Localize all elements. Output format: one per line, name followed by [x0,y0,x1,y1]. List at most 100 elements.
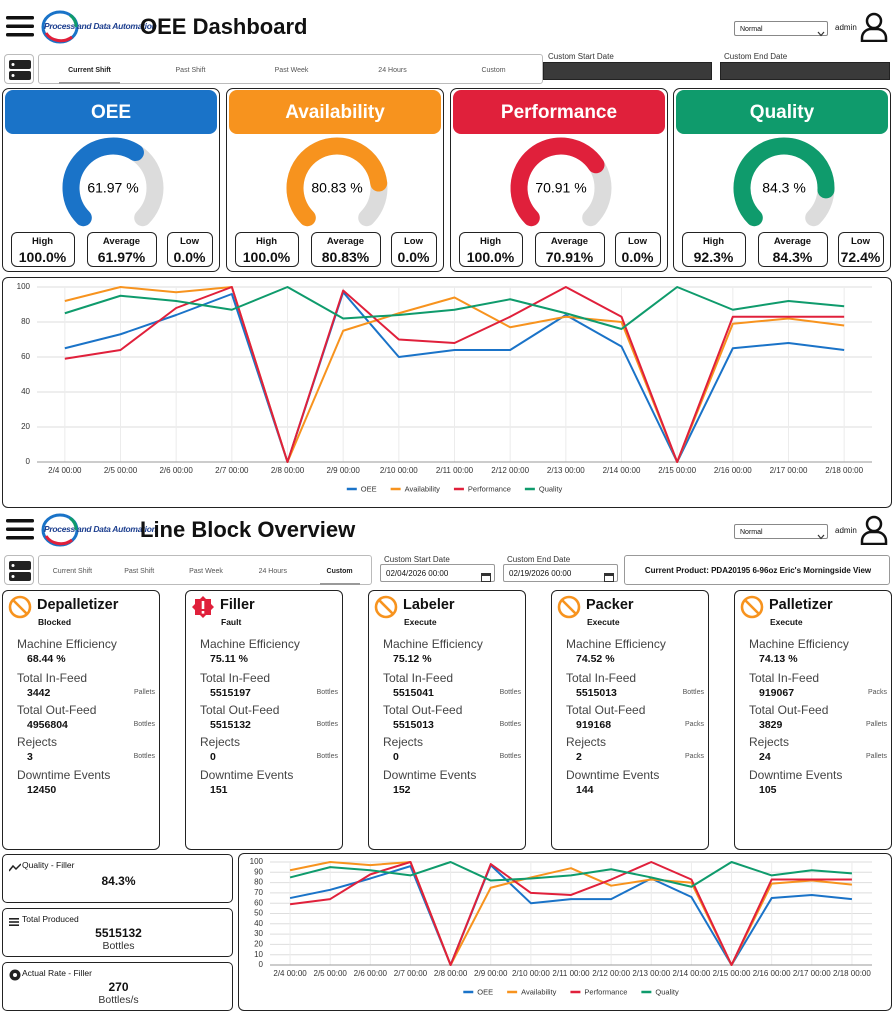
status-icon [557,595,581,619]
tab[interactable]: Custom [481,67,506,74]
field-unit: Bottles [316,689,338,696]
kpi-header: Availability [229,90,441,134]
machine-status: Blocked [38,617,72,627]
tab[interactable]: 24 Hours [378,67,407,74]
summary-label: Quality - Filler [22,860,75,870]
stat-value: 84.3% [772,249,813,265]
tab[interactable]: Current Shift [52,568,93,575]
icon-svg [192,596,214,618]
icon-circle [11,63,15,66]
stat-value: 100.0% [242,249,291,265]
start-date-value: 02/04/2026 00:00 [386,569,449,578]
logo-text: Process and Data Automation [44,524,157,534]
end-date-input[interactable] [720,62,890,80]
icon-path [69,13,78,28]
menu-button[interactable] [6,14,34,38]
mode-select-value: Normal [740,528,763,536]
icon-path [860,530,888,546]
mode-select[interactable]: Normal [734,524,828,540]
stat-box: High 100.0% [11,232,75,267]
icon-circle [11,564,15,567]
kpi-title: Performance [500,102,618,123]
user-name: admin [835,526,857,535]
field-label: Total Out-Feed [200,703,280,717]
field-unit: Bottles [316,721,338,728]
machine-card: Depalletizer Blocked Machine Efficiency 68.… [2,590,160,850]
field-value: 5515132 [210,719,251,731]
stat-value: 100.0% [466,249,515,265]
stat-label: Average [550,236,589,247]
icon-svg [6,16,34,37]
kpi-card: Availability High 100.0% Average 80.83% Low 0.… [226,88,444,272]
icon-circle [8,595,32,619]
stat-box: High 92.3% [682,232,746,267]
kpi-header: Quality [676,90,888,134]
stat-box: High 100.0% [459,232,523,267]
icon-circle [865,12,883,30]
icon-path [44,32,73,43]
icon-rect [9,921,19,923]
tab[interactable]: Custom [326,568,353,575]
icon-svg [9,918,19,926]
icon-rect [6,24,34,28]
mode-select[interactable]: Normal [734,21,828,37]
icon-rect [6,33,34,37]
icon-circle [865,515,883,533]
product-box: Current Product: PDA20195 6-96oz Eric's … [624,555,890,585]
tab-underline [319,583,360,585]
view-toggle[interactable] [4,54,34,84]
tab[interactable]: Past Shift [175,67,206,74]
tab[interactable]: Current Shift [68,67,111,74]
icon-svg [8,595,32,619]
stat-label: High [702,236,725,247]
summary-value: 270 [108,980,129,994]
tab-underline [59,82,120,84]
menu-button[interactable] [6,517,34,541]
field-unit: Packs [684,721,704,728]
summary-unit: Bottles/s [98,994,139,1006]
field-value: 75.11 % [210,653,248,665]
end-date-input[interactable]: 02/19/2026 00:00 [503,564,618,582]
machine-status: Fault [221,617,242,627]
tab[interactable]: 24 Hours [258,568,287,575]
kpi-title: Availability [285,102,385,123]
field-label: Total In-Feed [566,671,637,685]
view-toggle[interactable] [4,555,34,585]
tab[interactable]: Past Week [189,568,223,575]
field-value: 2 [576,751,582,763]
logo-mark [40,512,80,548]
end-date-label: Custom End Date [724,52,788,61]
user-icon[interactable] [859,12,889,43]
field-value: 144 [576,784,594,796]
tab[interactable]: Past Shift [124,568,155,575]
stat-value: 92.3% [693,249,734,265]
icon-svg [860,515,888,546]
field-unit: Bottles [316,753,338,760]
field-unit: Bottles [499,689,521,696]
icon-polyline [817,534,825,540]
field-label: Rejects [749,735,790,749]
select-chevron [817,25,825,37]
tab[interactable]: Past Week [274,67,309,74]
machine-status: Execute [587,617,620,627]
machine-status: Execute [770,617,803,627]
icon-polyline [817,31,825,37]
field-unit: Pallets [133,689,155,696]
logo-mark [40,9,80,45]
start-date-input[interactable] [543,62,712,80]
start-date-input[interactable]: 02/04/2026 00:00 [380,564,495,582]
field-value: 3 [27,751,33,763]
user-icon[interactable] [859,515,889,546]
status-icon [8,595,32,619]
icon-path [44,535,73,546]
icon-svg [6,519,34,540]
summary-icon [9,968,21,981]
icon-path [69,516,78,531]
stat-label: Low [851,236,870,247]
summary-icon [8,860,22,872]
icon-rect [201,601,205,609]
status-icon [740,595,764,619]
kpi-header: Performance [453,90,665,134]
icon-rect [604,573,614,576]
